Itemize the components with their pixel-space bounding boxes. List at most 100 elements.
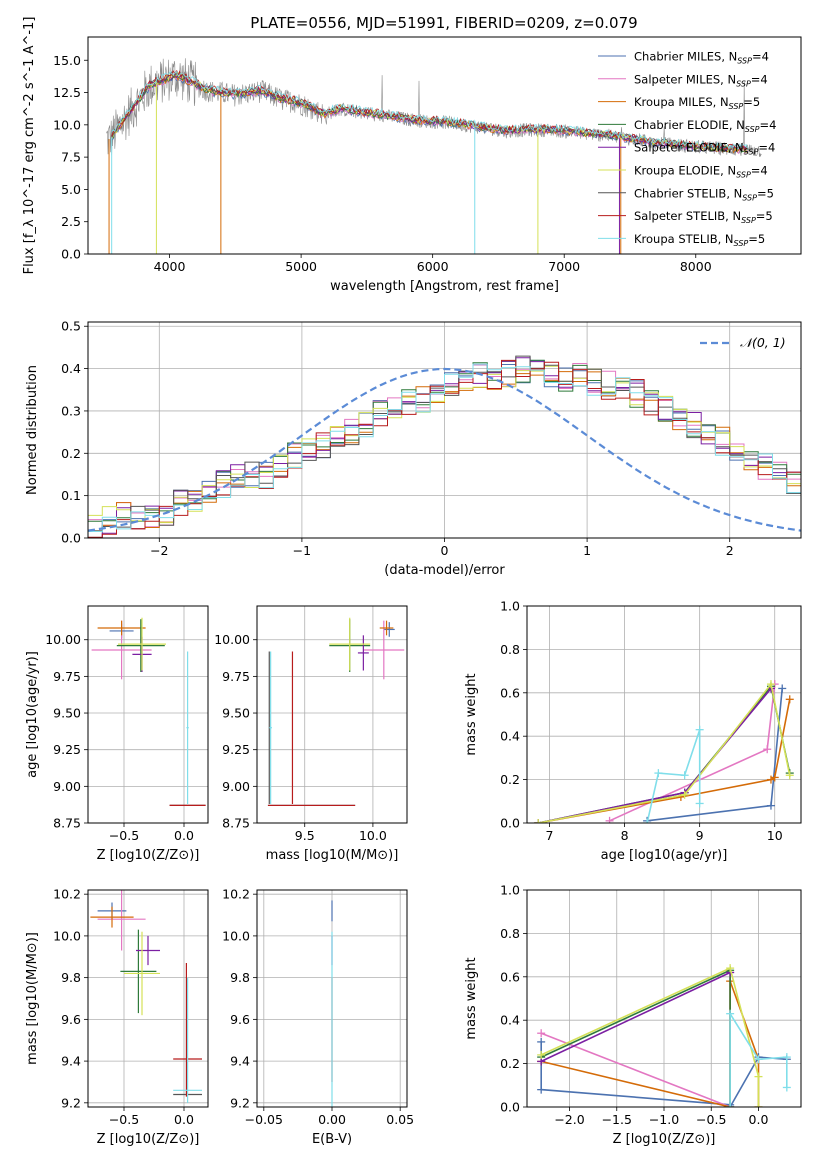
series-line-kroupa_miles (541, 980, 760, 1107)
y-tick-label: 0.4 (61, 361, 81, 376)
y-tick-label: 8.75 (222, 816, 250, 831)
y-tick-label: 1.0 (500, 599, 520, 614)
plot-area (88, 322, 801, 538)
y-tick-label: 9.4 (61, 1054, 81, 1069)
x-tick-label: 10 (767, 828, 783, 843)
x-tick-label: −2.0 (554, 1112, 584, 1127)
legend-label: Salpeter MILES, NSSP=4 (634, 72, 768, 88)
axes-frame (526, 605, 802, 824)
plot-area (257, 890, 407, 1107)
model-spectrum-kroupa_stelib (111, 70, 749, 151)
gaussian-curve (88, 367, 801, 532)
legend-label: 𝒩(0, 1) (740, 335, 786, 350)
axes-mass_vs_ebv: −0.05 0.00 0.05 9.2 9.4 9.6 9.8 10.0 10.2 E(B-V) (222, 887, 414, 1147)
y-tick-label: 9.50 (222, 706, 250, 721)
y-tick-label: 9.25 (222, 742, 250, 757)
x-tick-label: 0.0 (749, 1112, 769, 1127)
series-line-kroupa_elodie (540, 966, 760, 1107)
axes-frame (87, 36, 802, 255)
y-tick-label: 9.75 (222, 669, 250, 684)
y-tick-label: 9.2 (230, 1095, 250, 1110)
y-tick-label: 0.0 (500, 1100, 520, 1115)
series-line-kroupa_miles (538, 699, 791, 823)
y-tick-label: 0.2 (61, 446, 81, 461)
axes-frame (87, 889, 209, 1108)
x-tick-label: 0.00 (318, 1112, 346, 1127)
y-tick-label: 9.2 (61, 1095, 81, 1110)
y-tick-label: 10.00 (214, 632, 250, 647)
x-tick-label: −0.05 (245, 1112, 283, 1127)
x-tick-label: 5000 (285, 259, 317, 274)
y-tick-label: 10.0 (53, 928, 81, 943)
y-axis-label: mass [log10(M/M⊙)] (25, 932, 40, 1065)
x-tick-label: −1 (293, 543, 311, 558)
x-axis-label: age [log10(age/yr)] (601, 848, 728, 863)
x-tick-label: 8 (621, 828, 629, 843)
y-tick-label: 9.25 (53, 742, 81, 757)
x-tick-label: 0 (441, 543, 449, 558)
x-tick-label: 9.5 (295, 828, 315, 843)
y-tick-label: 9.4 (230, 1054, 250, 1069)
y-tick-label: 0.0 (500, 816, 520, 831)
legend-label: Kroupa ELODIE, NSSP=4 (634, 164, 768, 180)
y-tick-label: 12.5 (53, 85, 81, 100)
legend: 𝒩(0, 1) (700, 335, 786, 350)
x-tick-label: 7000 (548, 259, 580, 274)
x-axis-label: Z [log10(Z/Z⊙)] (97, 1132, 200, 1147)
histogram-salpeter_miles (88, 363, 801, 528)
plot-area (527, 606, 801, 823)
y-tick-label: 0.6 (500, 685, 520, 700)
series-line-kroupa_elodie (538, 682, 791, 823)
y-tick-label: 9.50 (53, 706, 81, 721)
y-tick-label: 10.0 (53, 117, 81, 132)
x-tick-label: −0.5 (109, 1112, 139, 1127)
legend-label: Kroupa STELIB, NSSP=5 (634, 232, 765, 248)
series-line-salpeter_elodie (538, 687, 772, 823)
axes-age_vs_mass: 9.5 10.0 8.75 9.00 9.25 9.50 9.75 10.00 mass [lo… (214, 605, 408, 863)
x-tick-label: −1.5 (602, 1112, 632, 1127)
y-tick-label: 0.0 (61, 531, 81, 546)
legend-label: Chabrier MILES, NSSP=4 (634, 50, 769, 66)
series-line-salpeter_elodie (540, 971, 731, 1063)
axes-frame (526, 889, 802, 1108)
y-tick-label: 10.00 (45, 632, 81, 647)
x-axis-label: Z [log10(Z/Z⊙)] (613, 1132, 716, 1147)
model-spectrum-chabrier_stelib (111, 71, 749, 152)
legend-label: Chabrier STELIB, NSSP=5 (634, 186, 774, 202)
y-tick-label: 10.2 (53, 887, 81, 902)
figure-title: PLATE=0556, MJD=51991, FIBERID=0209, z=0… (250, 14, 637, 32)
x-tick-label: 0.05 (386, 1112, 414, 1127)
plot-area (88, 890, 208, 1107)
y-axis-label: Normed distribution (25, 365, 40, 495)
plot-area (527, 890, 801, 1107)
x-axis-label: Z [log10(Z/Z⊙)] (97, 848, 200, 863)
y-tick-label: 0.8 (500, 642, 520, 657)
y-tick-label: 0.3 (61, 403, 81, 418)
y-tick-label: 9.00 (222, 779, 250, 794)
x-axis-label: mass [log10(M/M⊙)] (266, 848, 399, 863)
x-tick-label: 7 (546, 828, 554, 843)
y-tick-label: 9.75 (53, 669, 81, 684)
y-tick-label: 9.8 (230, 970, 250, 985)
legend-label: Salpeter STELIB, NSSP=5 (634, 209, 773, 225)
y-tick-label: 9.8 (61, 970, 81, 985)
y-tick-label: 8.75 (53, 816, 81, 831)
x-tick-label: −1.0 (649, 1112, 679, 1127)
plot-area (88, 606, 208, 823)
y-tick-label: 5.0 (61, 182, 81, 197)
y-tick-label: 0.5 (61, 319, 81, 334)
plot-area (106, 58, 762, 254)
y-tick-label: 1.0 (500, 883, 520, 898)
x-tick-label: 4000 (154, 259, 186, 274)
y-tick-label: 0.1 (61, 488, 81, 503)
axes-mass_vs_z: −0.5 0.0 9.2 9.4 9.6 9.8 10.0 10.2 Z [log10(Z/Z⊙… (25, 887, 209, 1147)
x-tick-label: −2 (150, 543, 168, 558)
y-axis-label: mass weight (464, 673, 479, 755)
x-tick-label: 1 (583, 543, 591, 558)
y-tick-label: 9.6 (230, 1012, 250, 1027)
axes-frame (256, 889, 408, 1108)
y-tick-label: 10.0 (222, 928, 250, 943)
y-axis-label: age [log10(age/yr)] (25, 651, 40, 778)
